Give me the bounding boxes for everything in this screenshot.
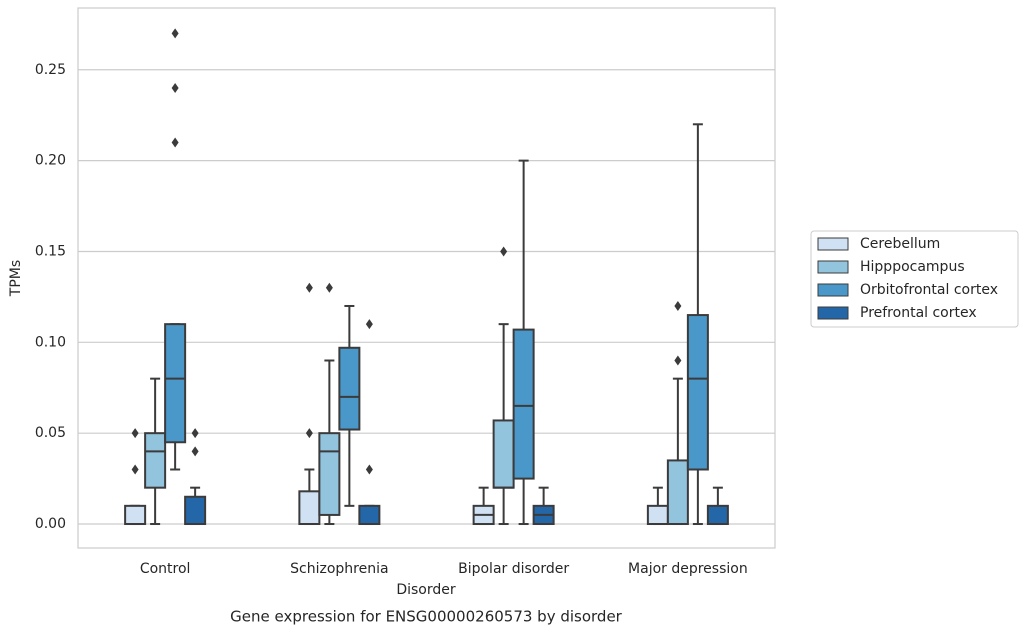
- x-tick-label: Major depression: [628, 561, 748, 577]
- plot-border: [77, 7, 776, 549]
- box: [124, 504, 147, 526]
- legend-frame: [810, 230, 1019, 328]
- box: [144, 432, 167, 489]
- legend-label: Cerebellum: [860, 236, 940, 252]
- legend-swatch: [817, 283, 849, 297]
- box: [318, 432, 341, 516]
- x-tick-label: Schizophrenia: [290, 561, 388, 577]
- outlier: [674, 355, 682, 366]
- outlier: [131, 464, 139, 475]
- y-tick-label: 0.20: [35, 153, 66, 169]
- box: [646, 504, 669, 526]
- legend-label: Orbitofrontal cortex: [860, 282, 998, 298]
- box: [164, 323, 187, 444]
- outlier: [305, 282, 313, 293]
- box: [298, 490, 321, 526]
- legend-label: Prefrontal cortex: [860, 305, 977, 321]
- y-axis-label: TPMs: [8, 260, 24, 297]
- outlier: [365, 319, 373, 330]
- box: [512, 328, 535, 480]
- outlier: [365, 464, 373, 475]
- outlier: [171, 137, 179, 148]
- y-tick-label: 0.05: [35, 425, 66, 441]
- outlier: [191, 428, 199, 439]
- legend-label: Hipppocampus: [860, 259, 965, 275]
- outlier: [325, 282, 333, 293]
- box: [492, 419, 515, 489]
- outlier: [171, 28, 179, 39]
- outlier: [131, 428, 139, 439]
- box: [184, 495, 207, 526]
- outlier: [305, 428, 313, 439]
- y-tick-label: 0.25: [35, 62, 66, 78]
- y-tick-label: 0.00: [35, 516, 66, 532]
- outlier: [674, 300, 682, 311]
- chart-title: Gene expression for ENSG00000260573 by d…: [230, 608, 623, 626]
- box: [338, 346, 361, 431]
- outlier: [191, 446, 199, 457]
- box: [358, 504, 381, 526]
- box: [666, 459, 689, 526]
- legend-swatch: [817, 237, 849, 251]
- x-axis-label: Disorder: [396, 582, 456, 598]
- box: [686, 314, 709, 471]
- box: [706, 504, 729, 526]
- y-tick-label: 0.15: [35, 243, 66, 259]
- outlier: [171, 82, 179, 93]
- legend-swatch: [817, 306, 849, 320]
- y-tick-label: 0.10: [35, 334, 66, 350]
- legend-swatch: [817, 260, 849, 274]
- x-tick-label: Control: [140, 561, 191, 577]
- outlier: [500, 246, 508, 257]
- x-tick-label: Bipolar disorder: [458, 561, 569, 577]
